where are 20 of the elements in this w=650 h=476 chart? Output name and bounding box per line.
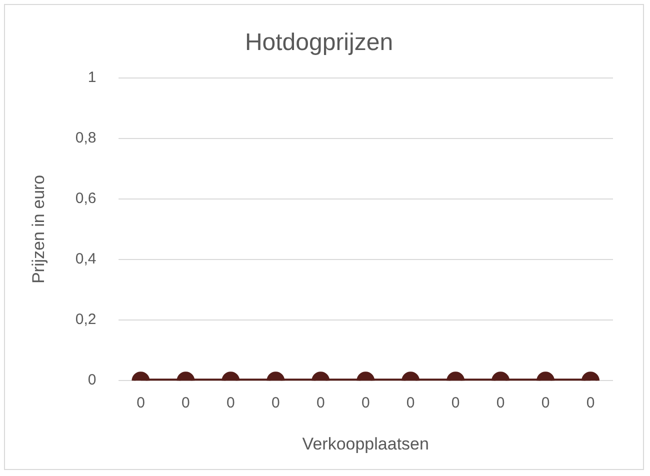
y-tick-label: 1 <box>88 68 96 86</box>
x-tick-label: 0 <box>586 394 595 412</box>
y-tick-label: 0 <box>88 372 96 389</box>
x-tick-label: 0 <box>226 394 235 412</box>
x-tick-label: 0 <box>182 394 190 412</box>
x-tick-label: 0 <box>496 394 505 412</box>
x-tick-label: 0 <box>272 394 280 412</box>
x-tick-label: 0 <box>541 394 550 412</box>
y-tick-label: 0,8 <box>75 130 96 146</box>
y-axis-title: Prijzen in euro <box>28 174 48 284</box>
x-tick-label: 0 <box>361 394 370 412</box>
y-tick-label: 0,6 <box>75 190 96 208</box>
x-tick-label: 0 <box>136 394 145 412</box>
x-tick-label: 0 <box>451 394 460 412</box>
x-tick-label: 0 <box>406 394 415 412</box>
y-tick-label: 0,4 <box>75 250 96 268</box>
x-axis-title: Verkoopplaatsen <box>302 434 429 454</box>
y-tick-label: 0,2 <box>75 311 96 328</box>
chart-title: Hotdogprijzen <box>244 29 394 56</box>
x-tick-label: 0 <box>316 394 325 412</box>
